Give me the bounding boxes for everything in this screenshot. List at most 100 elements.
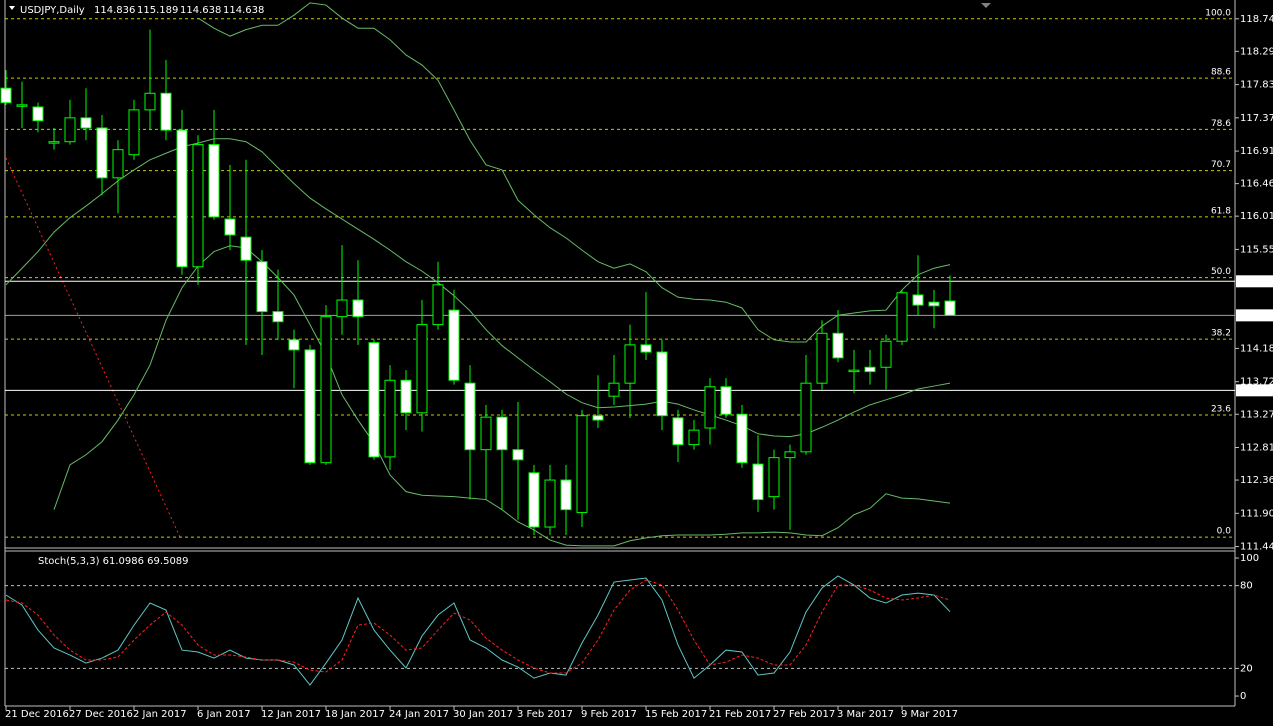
- candle-body: [80, 117, 92, 129]
- candle-body: [848, 369, 860, 373]
- candle-body: [160, 92, 172, 131]
- band-middle: [5, 138, 951, 438]
- candle-body: [768, 457, 780, 498]
- fib-label: 100.0: [1205, 8, 1231, 18]
- candle-body: [64, 117, 76, 143]
- candle-body: [576, 415, 588, 514]
- candle-body: [784, 451, 796, 459]
- candle-body: [640, 344, 652, 353]
- y-tick-label: 111.440: [1240, 542, 1273, 553]
- candle-body: [208, 144, 220, 218]
- y-tick-label: 113.720: [1240, 377, 1273, 388]
- indicator-title: Stoch(5,3,3) 61.0986 69.5089: [38, 556, 189, 567]
- candle-body: [320, 316, 332, 464]
- price-label-box: [1236, 384, 1273, 397]
- candle-body: [512, 449, 524, 461]
- stoch-line: [5, 575, 951, 686]
- y-tick-label: 115.550: [1240, 244, 1273, 255]
- candle-body: [352, 299, 364, 318]
- candle-body: [112, 149, 124, 179]
- candle-body: [0, 87, 12, 104]
- y-tick-label: 118.740: [1240, 14, 1273, 25]
- price-label: 115.109: [1238, 276, 1273, 287]
- candle-body: [336, 299, 348, 318]
- x-tick-label: 27 Feb 2017: [773, 709, 835, 720]
- candle-body: [368, 342, 380, 458]
- y-tick-label: 0: [1240, 691, 1246, 702]
- y-tick-label: 117.830: [1240, 80, 1273, 91]
- stoch-line: [5, 579, 951, 674]
- candle-body: [176, 129, 188, 268]
- x-tick-label: 3 Mar 2017: [837, 709, 894, 720]
- x-tick-label: 12 Jan 2017: [261, 709, 321, 720]
- candle-body: [96, 127, 108, 179]
- candle-body: [448, 309, 460, 381]
- candle-body: [864, 366, 876, 373]
- header-value: 114.836: [94, 5, 135, 16]
- x-tick-label: 18 Jan 2017: [325, 709, 385, 720]
- candle-body: [128, 109, 140, 156]
- candle-body: [272, 311, 284, 323]
- candle-body: [608, 382, 620, 397]
- candle-body: [32, 106, 44, 122]
- y-tick-label: 118.290: [1240, 46, 1273, 57]
- x-tick-label: 6 Jan 2017: [197, 709, 251, 720]
- x-tick-label: 2 Jan 2017: [133, 709, 187, 720]
- y-tick-label: 116.910: [1240, 146, 1273, 157]
- fib-label: 61.8: [1211, 206, 1231, 216]
- y-tick-label: 116.010: [1240, 211, 1273, 222]
- candle-body: [496, 416, 508, 451]
- candle-body: [896, 292, 908, 342]
- fib-label: 50.0: [1211, 267, 1231, 277]
- price-label: 113.601: [1238, 385, 1273, 396]
- y-tick-label: 117.370: [1240, 113, 1273, 124]
- candle-body: [432, 284, 444, 326]
- candle-body: [624, 344, 636, 384]
- candle-body: [928, 301, 940, 307]
- fib-label: 0.0: [1217, 527, 1232, 537]
- x-tick-label: 15 Feb 2017: [645, 709, 707, 720]
- candle-body: [704, 386, 716, 429]
- candle-body: [400, 379, 412, 414]
- fib-label: 78.6: [1211, 119, 1231, 129]
- x-tick-label: 30 Jan 2017: [453, 709, 513, 720]
- candle-body: [256, 261, 268, 313]
- x-tick-label: 3 Feb 2017: [517, 709, 573, 720]
- y-tick-label: 114.180: [1240, 343, 1273, 354]
- fib-label: 88.6: [1211, 68, 1231, 78]
- header-value: 115.189: [137, 5, 178, 16]
- candle-body: [688, 429, 700, 446]
- candle-body: [880, 340, 892, 368]
- header-value: 114.638: [223, 5, 264, 16]
- bid-label-box: [1236, 309, 1273, 322]
- x-tick-label: 9 Mar 2017: [901, 709, 958, 720]
- y-tick-label: 113.270: [1240, 409, 1273, 420]
- candle-body: [832, 332, 844, 359]
- candle-body: [480, 416, 492, 451]
- candle-body: [544, 479, 556, 528]
- candle-body: [528, 472, 540, 528]
- y-tick-label: 111.900: [1240, 508, 1273, 519]
- candle-body: [944, 300, 956, 316]
- band-upper: [197, 2, 951, 343]
- candle-body: [752, 463, 764, 501]
- fib-label: 23.6: [1211, 404, 1231, 414]
- candle-body: [224, 218, 236, 236]
- candle-body: [592, 415, 604, 421]
- candle-body: [672, 417, 684, 446]
- candle-body: [560, 479, 572, 511]
- candle-body: [48, 141, 60, 144]
- candle-body: [912, 294, 924, 306]
- candle-body: [144, 92, 156, 111]
- y-tick-label: 112.810: [1240, 443, 1273, 454]
- candle-body: [464, 382, 476, 451]
- candle-body: [192, 144, 204, 268]
- candle-body: [816, 332, 828, 384]
- bid-label: 114.638: [1238, 310, 1273, 321]
- candle-body: [304, 349, 316, 464]
- y-tick-label: 80: [1240, 581, 1253, 592]
- candle-body: [656, 351, 668, 417]
- fib-label: 38.2: [1211, 329, 1231, 339]
- candle-body: [416, 324, 428, 414]
